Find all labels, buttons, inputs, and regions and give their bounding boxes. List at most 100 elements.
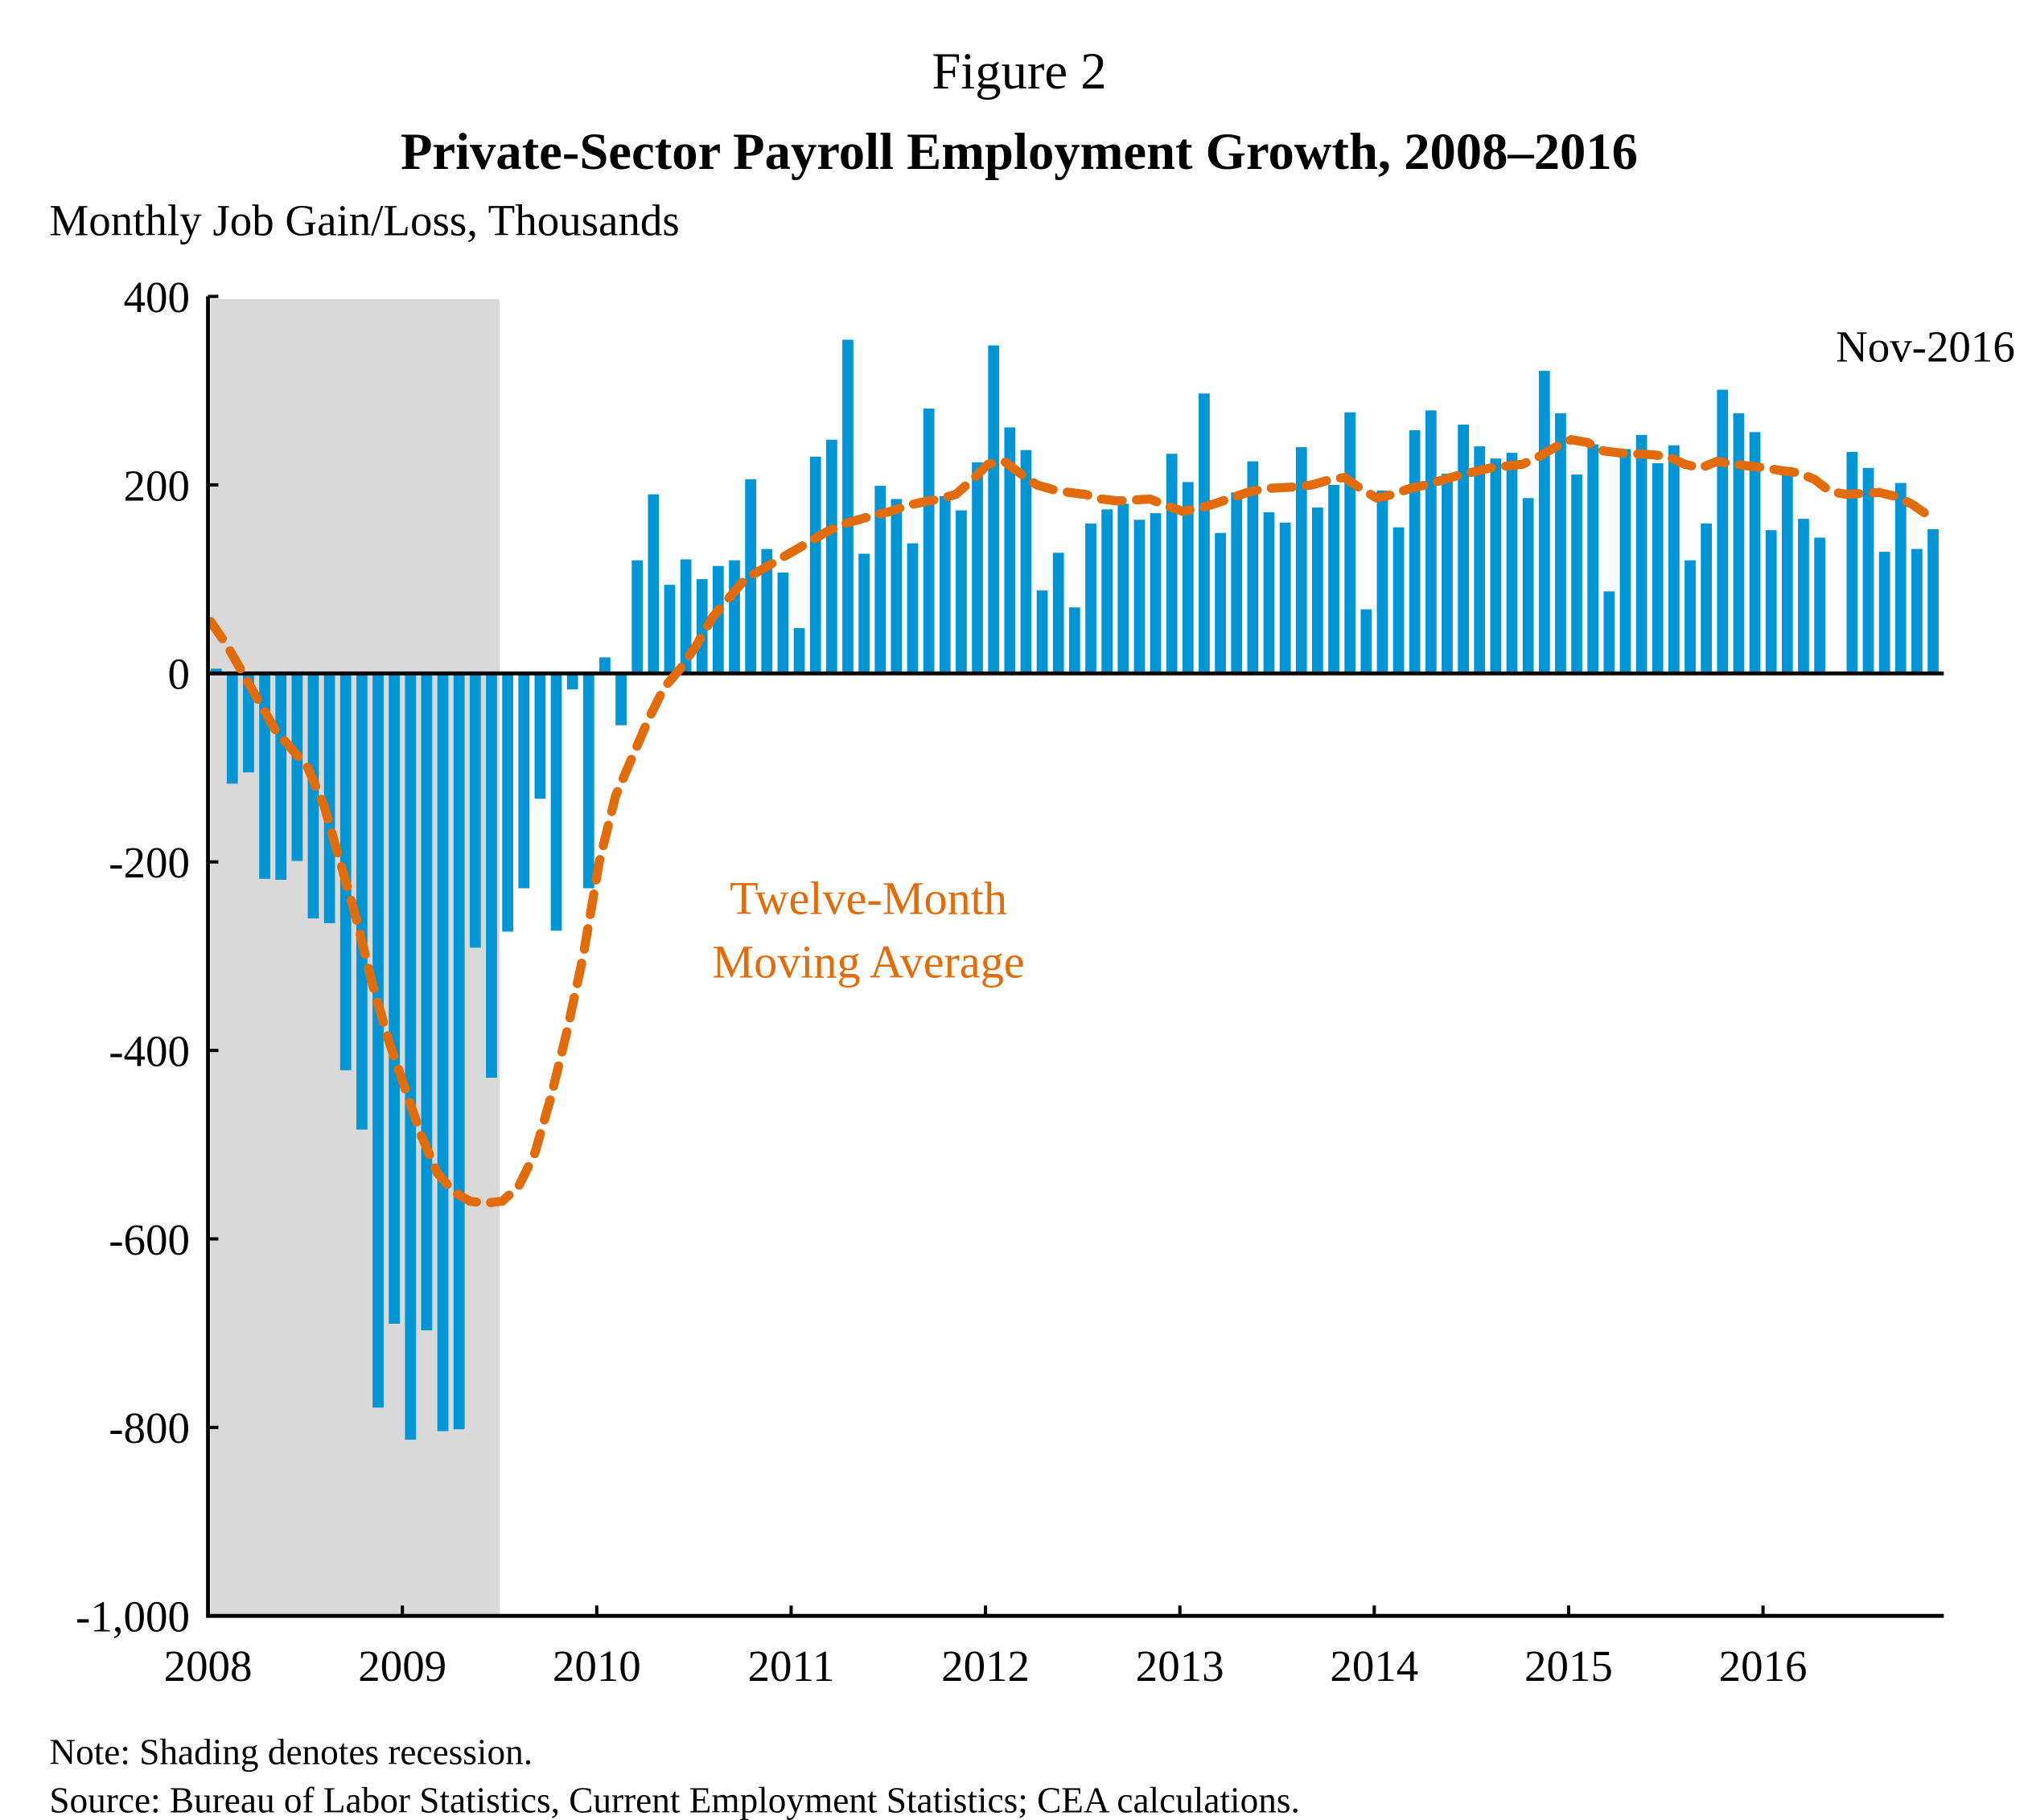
bar bbox=[1020, 450, 1032, 674]
x-tick-label: 2013 bbox=[1136, 1641, 1224, 1691]
bar bbox=[648, 494, 660, 674]
bar bbox=[210, 668, 222, 674]
x-tick-label: 2015 bbox=[1524, 1641, 1613, 1691]
bar bbox=[1182, 482, 1194, 674]
bar bbox=[680, 559, 692, 674]
moving-average-label-line1: Twelve-Month bbox=[730, 872, 1007, 924]
bar bbox=[1878, 552, 1890, 674]
bar bbox=[777, 572, 789, 674]
bar bbox=[842, 339, 854, 674]
figure-label: Figure 2 bbox=[932, 42, 1106, 100]
bar bbox=[226, 673, 238, 784]
y-tick-label: -600 bbox=[109, 1215, 190, 1264]
moving-average-line bbox=[206, 434, 1932, 1208]
bar bbox=[550, 673, 562, 931]
bar bbox=[1425, 410, 1437, 674]
bar bbox=[421, 673, 433, 1331]
bar bbox=[1068, 607, 1080, 674]
bar bbox=[972, 462, 983, 674]
bar bbox=[486, 673, 497, 1078]
note-text: Note: Shading denotes recession. bbox=[49, 1732, 533, 1772]
bar bbox=[599, 657, 611, 674]
bar bbox=[1846, 451, 1858, 674]
bar bbox=[307, 673, 319, 919]
bar bbox=[1150, 513, 1162, 674]
bar bbox=[1862, 467, 1874, 674]
bar bbox=[923, 409, 935, 674]
bar bbox=[518, 673, 530, 889]
bar bbox=[1538, 371, 1550, 674]
bar bbox=[907, 543, 919, 674]
bar bbox=[469, 673, 481, 948]
bar bbox=[453, 673, 465, 1430]
bar bbox=[664, 585, 676, 674]
bar bbox=[323, 673, 335, 923]
source-text: Source: Bureau of Labor Statistics, Curr… bbox=[49, 1780, 1299, 1820]
bar bbox=[1392, 527, 1405, 674]
y-tick-label: -400 bbox=[109, 1026, 190, 1075]
recession-shading bbox=[210, 298, 500, 1617]
bar bbox=[631, 560, 644, 674]
bar bbox=[1458, 424, 1469, 674]
bar bbox=[1522, 498, 1534, 674]
bar bbox=[1555, 413, 1566, 674]
bar bbox=[1927, 529, 1939, 674]
bar bbox=[713, 565, 724, 674]
bar bbox=[761, 548, 773, 674]
bar bbox=[1409, 429, 1421, 674]
bar bbox=[1603, 591, 1615, 674]
x-tick-label: 2010 bbox=[553, 1641, 641, 1691]
bar bbox=[1668, 445, 1680, 674]
bar bbox=[1506, 453, 1518, 674]
bar bbox=[1231, 492, 1243, 674]
bar bbox=[874, 486, 886, 674]
y-tick-label: 0 bbox=[167, 650, 189, 699]
bar bbox=[1652, 462, 1664, 674]
bar bbox=[1279, 522, 1291, 674]
x-tick-label: 2009 bbox=[358, 1641, 446, 1691]
x-tick-label: 2008 bbox=[164, 1641, 253, 1691]
bar bbox=[405, 673, 417, 1440]
bar bbox=[582, 673, 594, 889]
bar bbox=[1312, 507, 1323, 674]
x-tick-label: 2016 bbox=[1719, 1641, 1808, 1691]
bar bbox=[858, 553, 870, 674]
bar bbox=[1798, 519, 1809, 674]
bar bbox=[275, 673, 287, 880]
chart-title: Private-Sector Payroll Employment Growth… bbox=[401, 122, 1638, 180]
bar bbox=[1004, 427, 1016, 674]
bar bbox=[1781, 466, 1793, 674]
bar bbox=[891, 499, 903, 674]
x-tick-label: 2011 bbox=[748, 1641, 835, 1691]
bar bbox=[259, 673, 270, 879]
bar bbox=[1117, 503, 1129, 674]
bar bbox=[1166, 454, 1178, 674]
bar bbox=[1215, 532, 1226, 674]
bar bbox=[1571, 475, 1582, 674]
bar bbox=[1133, 520, 1146, 674]
y-tick-label: 400 bbox=[124, 273, 190, 322]
bar bbox=[696, 579, 708, 674]
bar bbox=[566, 673, 578, 690]
bar bbox=[389, 673, 401, 1324]
y-tick-label: -200 bbox=[109, 838, 190, 887]
bar bbox=[1085, 523, 1096, 674]
bar bbox=[809, 456, 821, 674]
bar bbox=[437, 673, 449, 1432]
bar bbox=[1911, 548, 1923, 674]
bar bbox=[1733, 413, 1745, 674]
y-tick-label: -800 bbox=[109, 1403, 190, 1452]
bar bbox=[1360, 609, 1372, 674]
bar bbox=[1036, 590, 1048, 674]
bar bbox=[1717, 389, 1729, 674]
y-tick-label: 200 bbox=[124, 461, 190, 510]
bar bbox=[1619, 449, 1631, 674]
bar bbox=[1442, 473, 1453, 674]
bar bbox=[1052, 553, 1064, 674]
bar bbox=[1474, 446, 1486, 674]
bar bbox=[1376, 490, 1388, 674]
bar bbox=[243, 673, 254, 773]
bar bbox=[615, 673, 627, 725]
bar bbox=[1587, 444, 1599, 674]
